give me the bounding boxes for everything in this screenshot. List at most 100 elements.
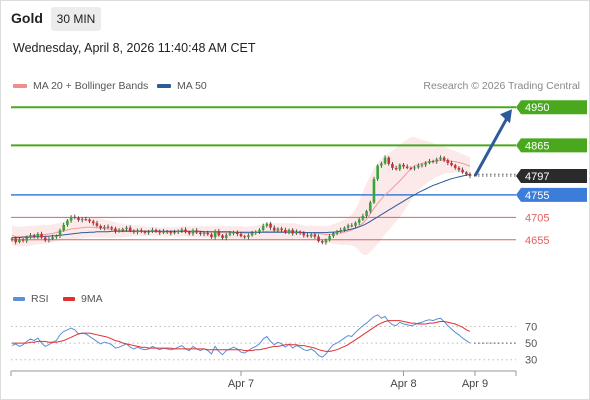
candle: [73, 214, 77, 220]
candle-down: [291, 229, 295, 234]
candle: [206, 230, 210, 236]
candle: [147, 229, 150, 235]
candle: [361, 213, 365, 221]
candle: [99, 224, 102, 230]
candle: [468, 172, 472, 179]
candle-up: [228, 233, 232, 235]
candle: [224, 233, 228, 241]
candle: [121, 227, 125, 233]
candle-down: [320, 241, 324, 243]
candle: [309, 233, 313, 239]
candle: [346, 223, 350, 230]
candle: [103, 224, 106, 231]
candle-up: [295, 231, 298, 234]
rsi-tick-70: 70: [525, 321, 537, 333]
timeframe-button[interactable]: 30 MIN: [51, 7, 101, 31]
candle: [383, 155, 387, 165]
candle: [47, 237, 51, 243]
candle-up: [10, 238, 14, 240]
candle-down: [110, 227, 114, 229]
candle: [387, 156, 391, 166]
rsi-chart[interactable]: 70 50 30 Apr 7 Apr 8 Apr 9: [0, 310, 590, 400]
candle-down: [84, 219, 88, 221]
candle: [66, 219, 69, 227]
candle-up: [258, 229, 261, 232]
legend-rsi-swatch: [13, 297, 25, 301]
candle: [21, 238, 25, 243]
candle: [176, 229, 180, 234]
candle-up: [424, 162, 427, 165]
candle-up: [276, 228, 280, 231]
level-tag-4705: 4705: [525, 212, 549, 224]
candle: [173, 229, 176, 235]
candle-up: [265, 223, 269, 226]
candle-down: [95, 223, 99, 226]
candle: [43, 236, 47, 243]
candle-down: [132, 230, 136, 233]
price-chart[interactable]: 4950 4865 4797 4755 4705 4655: [0, 95, 590, 285]
legend-9ma[interactable]: 9MA: [63, 293, 103, 305]
rsi-9ma-line: [12, 320, 471, 352]
candle: [36, 232, 40, 239]
candle: [280, 226, 283, 233]
candle-down: [139, 230, 143, 232]
candle-up: [398, 164, 402, 170]
candle-down: [14, 238, 17, 243]
candle: [158, 229, 162, 235]
candle: [317, 234, 320, 243]
candle: [84, 216, 88, 221]
level-tag-4797: 4797: [525, 171, 549, 183]
candle-down: [184, 229, 187, 233]
candle-down: [409, 167, 413, 169]
candle-down: [199, 232, 202, 234]
legend-9ma-label: 9MA: [81, 293, 103, 305]
candle-down: [243, 236, 246, 238]
candle: [184, 227, 187, 234]
candle-up: [180, 229, 184, 231]
candle-down: [99, 225, 102, 229]
candle-down: [88, 219, 91, 222]
candle: [376, 164, 379, 181]
candle: [151, 227, 154, 234]
candle-up: [287, 229, 291, 233]
candle: [165, 229, 169, 234]
forecast-arrow-head: [500, 109, 512, 124]
candle-down: [195, 230, 198, 233]
candle-down: [114, 228, 117, 232]
rsi-tick-50: 50: [525, 338, 537, 350]
candle: [405, 164, 409, 170]
legend-bollinger-label: MA 20 + Bollinger Bands: [33, 80, 149, 92]
candle: [195, 228, 198, 234]
candle: [446, 158, 450, 166]
candle: [269, 221, 272, 230]
legend-bollinger[interactable]: MA 20 + Bollinger Bands: [13, 80, 148, 92]
candle: [313, 232, 317, 239]
candle-up: [176, 230, 180, 233]
candle-up: [354, 222, 357, 226]
level-tag-4655: 4655: [525, 235, 549, 247]
candle-down: [450, 162, 453, 166]
candle-up: [324, 240, 328, 243]
candle: [236, 230, 239, 237]
candle-up: [103, 226, 106, 229]
candle: [332, 231, 335, 239]
candle-down: [91, 221, 95, 224]
candle-down: [21, 239, 25, 241]
candle: [306, 233, 309, 238]
candle: [350, 223, 354, 228]
candle-up: [335, 231, 339, 234]
candle-up: [224, 234, 228, 239]
candle-down: [73, 216, 77, 218]
candle-up: [383, 157, 387, 164]
candle: [302, 231, 306, 238]
timestamp: Wednesday, April 8, 2026 11:40:48 AM CET: [13, 41, 256, 55]
candle-down: [302, 233, 306, 236]
candle-up: [346, 225, 350, 228]
legend-rsi[interactable]: RSI: [13, 293, 49, 305]
candle: [324, 238, 328, 245]
candle: [62, 222, 66, 232]
candle-up: [232, 232, 235, 234]
legend-ma50[interactable]: MA 50: [157, 80, 207, 92]
candle: [435, 157, 439, 164]
candle: [14, 236, 17, 245]
